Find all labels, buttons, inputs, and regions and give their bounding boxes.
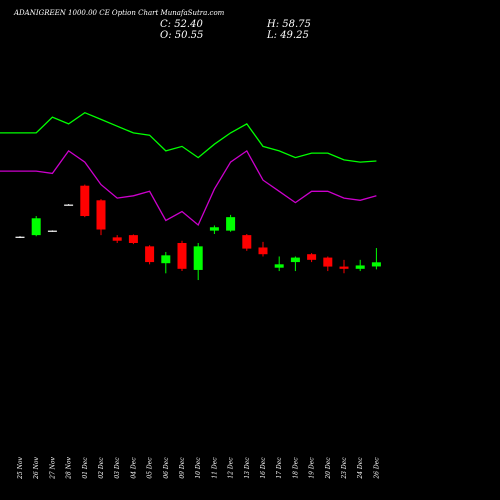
candle-body — [339, 266, 349, 269]
candle-09-dec — [177, 240, 187, 272]
candle-body — [290, 257, 300, 263]
x-tick-label: 26 Nov — [33, 456, 40, 479]
x-tick-label: 04 Dec — [130, 457, 137, 479]
x-tick-label: 24 Dec — [357, 457, 364, 480]
x-tick-label: 11 Dec — [211, 457, 218, 479]
candle-body — [371, 262, 381, 267]
x-tick-label: 28 Nov — [66, 456, 73, 479]
candle-body — [193, 246, 203, 270]
high-value: H: 58.75 — [266, 19, 311, 30]
candle-body — [112, 237, 122, 241]
candle-body — [274, 264, 284, 268]
candle-body — [226, 217, 236, 231]
x-tick-label: 16 Dec — [260, 457, 267, 479]
candle-06-dec — [161, 251, 171, 274]
open-value: O: 50.55 — [160, 30, 203, 41]
candle-body — [47, 230, 57, 232]
x-tick-label: 09 Dec — [179, 457, 186, 479]
lower-line — [0, 149, 377, 227]
candles — [15, 184, 381, 281]
x-tick-label: 01 Dec — [82, 457, 89, 479]
x-tick-label: 26 Dec — [373, 457, 380, 480]
candle-16-dec — [258, 241, 268, 257]
candle-body — [96, 200, 106, 230]
candle-28-nov — [64, 204, 74, 206]
candle-25-nov — [15, 236, 25, 239]
candle-02-dec — [96, 199, 106, 236]
candle-24-dec — [355, 259, 365, 272]
candle-27-nov — [47, 230, 57, 232]
upper-line — [0, 111, 377, 163]
candle-05-dec — [145, 245, 155, 265]
candle-19-dec — [307, 253, 317, 263]
x-tick-label: 17 Dec — [276, 457, 283, 479]
candle-20-dec — [323, 256, 333, 272]
indicator-lines — [0, 111, 377, 227]
x-tick-label: 13 Dec — [244, 457, 251, 479]
candle-body — [161, 255, 171, 264]
candle-body — [258, 247, 268, 255]
candle-body — [145, 246, 155, 263]
candle-11-dec — [209, 225, 219, 234]
candle-17-dec — [274, 256, 284, 272]
candle-body — [209, 227, 219, 231]
candle-26-dec — [371, 248, 381, 270]
candle-body — [64, 204, 74, 206]
x-tick-label: 20 Dec — [325, 457, 332, 480]
candle-body — [242, 235, 252, 249]
candle-body — [307, 254, 317, 260]
x-tick-label: 06 Dec — [163, 457, 170, 479]
x-tick-label: 10 Dec — [195, 457, 202, 479]
x-tick-label: 02 Dec — [98, 457, 105, 479]
chart-title: ADANIGREEN 1000.00 CE Option Chart Munaf… — [13, 9, 225, 17]
close-value: C: 52.40 — [160, 19, 203, 30]
candle-13-dec — [242, 234, 252, 251]
candle-01-dec — [80, 184, 90, 218]
candle-body — [31, 218, 41, 236]
candle-12-dec — [226, 214, 236, 232]
x-tick-label: 25 Nov — [17, 456, 24, 479]
x-tick-label: 18 Dec — [292, 457, 299, 479]
candle-03-dec — [112, 235, 122, 243]
x-tick-label: 03 Dec — [114, 457, 121, 479]
x-tick-label: 05 Dec — [147, 457, 154, 479]
candle-body — [80, 185, 90, 217]
candle-body — [177, 242, 187, 269]
candle-04-dec — [128, 234, 138, 245]
candle-body — [323, 257, 333, 267]
candle-26-nov — [31, 216, 41, 237]
x-axis-ticks: 25 Nov 26 Nov 27 Nov 28 Nov 01 Dec 02 Dec 03 D… — [17, 456, 380, 479]
candle-23-dec — [339, 259, 349, 274]
candle-10-dec — [193, 242, 203, 281]
candle-body — [128, 235, 138, 243]
x-tick-label: 12 Dec — [228, 457, 235, 479]
x-tick-label: 27 Nov — [49, 456, 56, 479]
low-value: L: 49.25 — [266, 30, 309, 41]
x-tick-label: 23 Dec — [341, 457, 348, 480]
candle-18-dec — [290, 256, 300, 272]
candle-body — [355, 265, 365, 269]
candle-body — [15, 236, 25, 238]
x-tick-label: 19 Dec — [309, 457, 316, 479]
